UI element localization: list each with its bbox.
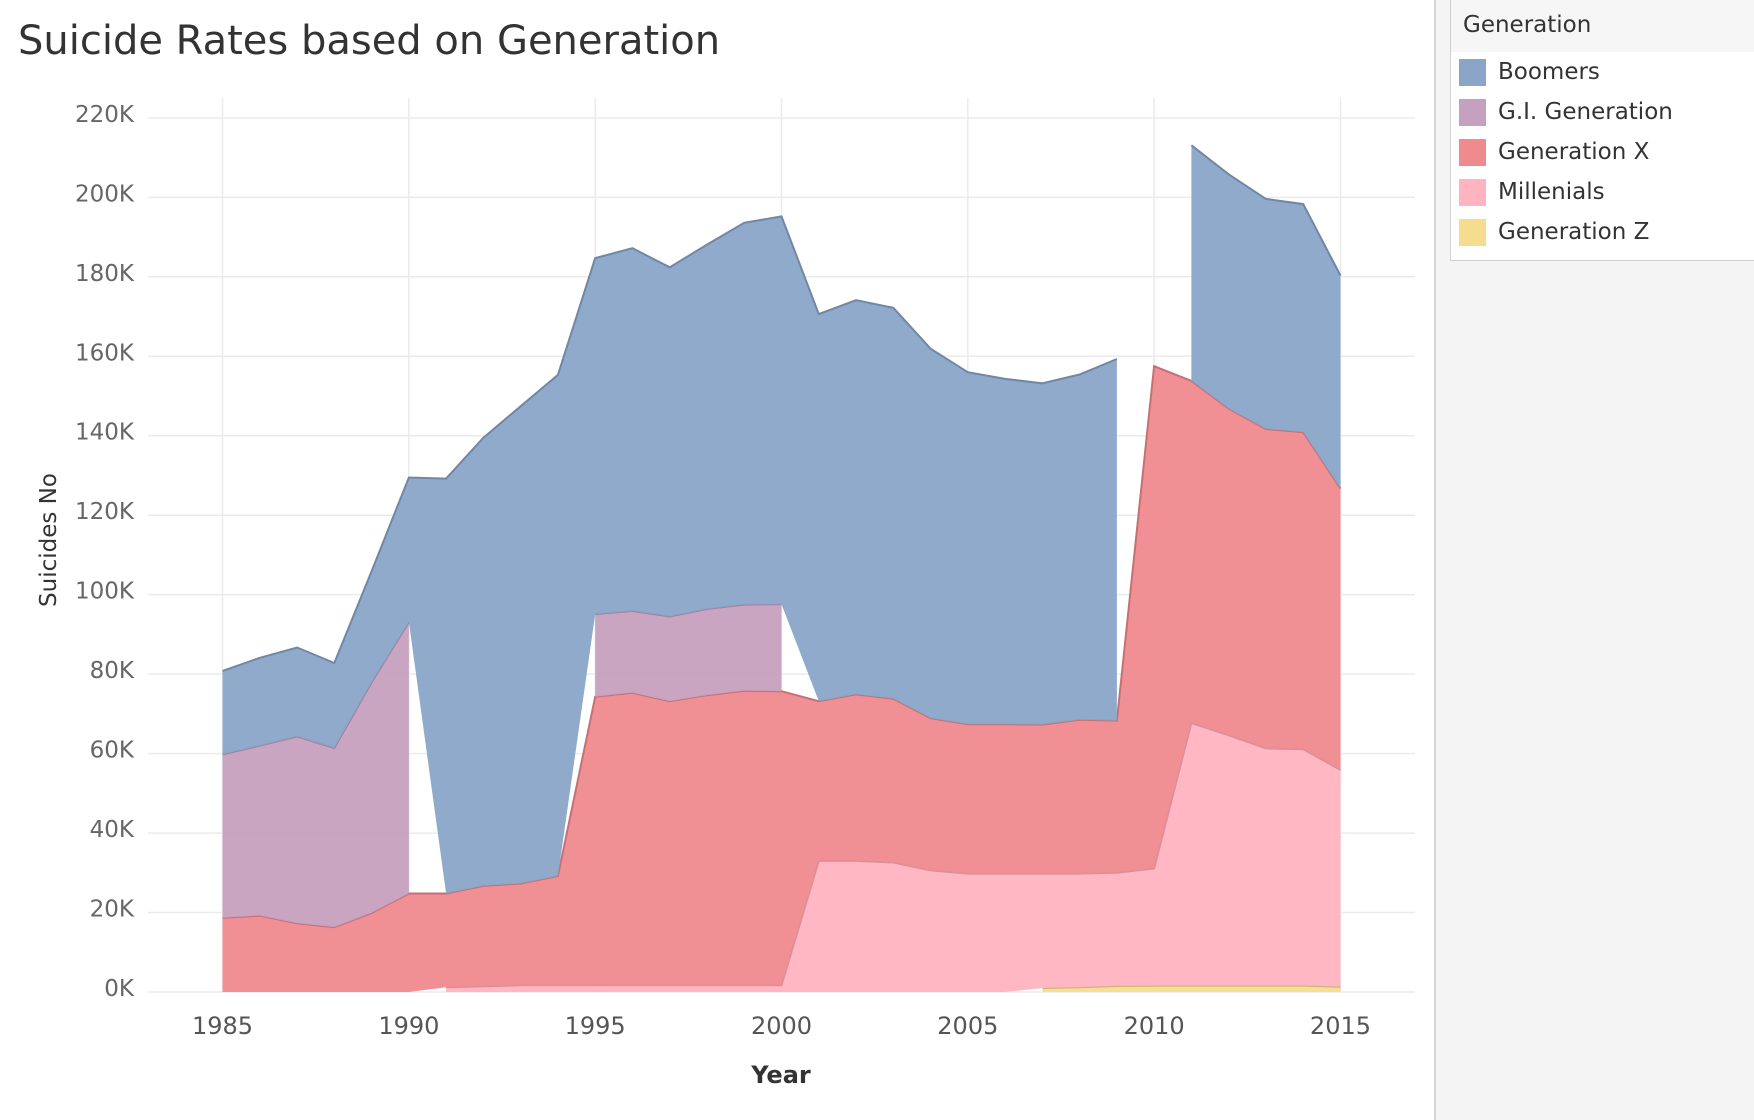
area-boomers <box>222 216 1117 894</box>
legend-swatch <box>1459 138 1486 166</box>
area-g-i-generation <box>595 604 782 702</box>
legend: Generation Boomers G.I. Generation Generat… <box>1450 0 1754 261</box>
chart-title: Suicide Rates based on Generation <box>18 18 721 64</box>
y-tick-label: 0K <box>104 976 135 1002</box>
y-tick-label: 160K <box>75 340 135 366</box>
legend-label: Generation X <box>1498 139 1650 165</box>
legend-label: Millenials <box>1498 179 1605 205</box>
y-tick-label: 140K <box>75 420 135 446</box>
legend-items: Boomers G.I. Generation Generation X Millen… <box>1451 52 1754 252</box>
x-tick-label: 2015 <box>1310 1012 1371 1040</box>
area-boomers <box>1191 145 1341 489</box>
legend-panel: Generation Boomers G.I. Generation Generat… <box>1434 0 1754 1120</box>
x-tick-label: 1995 <box>565 1012 626 1040</box>
y-tick-label: 20K <box>90 897 135 923</box>
y-tick-label: 80K <box>90 658 135 684</box>
y-tick-label: 220K <box>75 102 135 128</box>
series-line <box>1190 144 1342 277</box>
x-tick-label: 2005 <box>937 1012 998 1040</box>
chart-plot: 0K 20K 40K 60K 80K 100K 120K 140K 160K 180K 200K 22… <box>36 98 1415 1089</box>
series-line <box>222 215 1118 672</box>
legend-label: Boomers <box>1498 59 1600 85</box>
x-axis-title: Year <box>750 1061 811 1089</box>
area-generation-x <box>222 366 1341 992</box>
x-tick-label: 1985 <box>192 1012 253 1040</box>
y-axis-title: Suicides No <box>36 473 62 607</box>
legend-item[interactable]: Boomers <box>1451 52 1754 92</box>
y-tick-label: 60K <box>90 738 135 764</box>
y-tick-label: 100K <box>75 579 135 605</box>
legend-item[interactable]: Generation Z <box>1451 212 1754 252</box>
y-tick-label: 40K <box>90 817 135 843</box>
axis-layer: 0K 20K 40K 60K 80K 100K 120K 140K 160K 180K 200K 22… <box>75 102 1371 1040</box>
legend-item[interactable]: Millenials <box>1451 172 1754 212</box>
x-tick-label: 1990 <box>378 1012 439 1040</box>
legend-swatch <box>1459 58 1486 86</box>
legend-item[interactable]: G.I. Generation <box>1451 92 1754 132</box>
area-g-i-generation <box>222 622 409 928</box>
legend-title: Generation <box>1451 0 1754 52</box>
legend-swatch <box>1459 218 1486 246</box>
x-tick-label: 2000 <box>751 1012 812 1040</box>
area-generation-z <box>1042 985 1341 992</box>
area-millenials <box>446 723 1341 992</box>
y-tick-label: 120K <box>75 499 135 525</box>
x-tick-label: 2010 <box>1124 1012 1185 1040</box>
y-tick-label: 180K <box>75 261 135 287</box>
area-layer <box>222 144 1342 992</box>
legend-item[interactable]: Generation X <box>1451 132 1754 172</box>
legend-swatch <box>1459 98 1486 126</box>
legend-label: G.I. Generation <box>1498 99 1673 125</box>
legend-label: Generation Z <box>1498 219 1650 245</box>
y-tick-label: 200K <box>75 181 135 207</box>
legend-swatch <box>1459 178 1486 206</box>
